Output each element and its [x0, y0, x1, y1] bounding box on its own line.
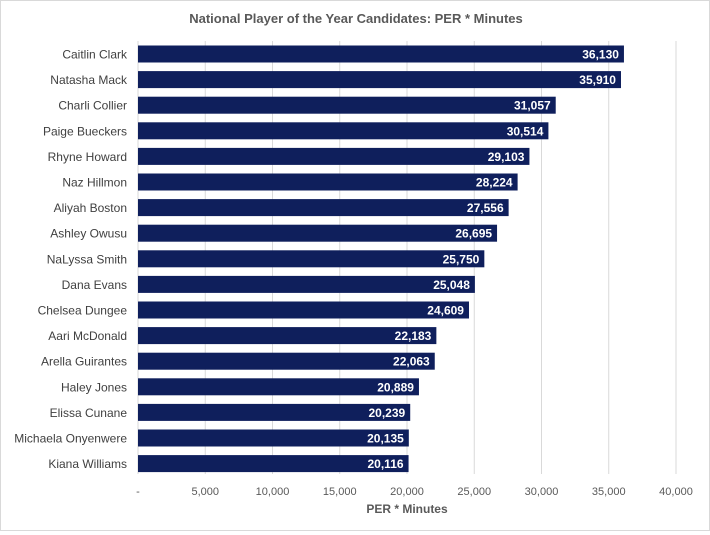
- x-tick-label: 25,000: [457, 486, 491, 498]
- bar-value-label: 29,103: [488, 150, 525, 164]
- bar-value-label: 22,063: [393, 355, 430, 369]
- x-tick-label: 10,000: [256, 486, 290, 498]
- bar-value-label: 35,910: [579, 73, 616, 87]
- category-label: Dana Evans: [62, 278, 127, 292]
- category-label: Haley Jones: [61, 380, 127, 394]
- bar-value-label: 22,183: [395, 329, 432, 343]
- x-tick-label: 30,000: [525, 486, 559, 498]
- bar: [138, 429, 409, 447]
- category-label: Naz Hillmon: [62, 176, 127, 190]
- category-label: Kiana Williams: [48, 457, 127, 471]
- bar-value-label: 25,750: [443, 252, 480, 266]
- bar: [138, 403, 411, 421]
- category-label: Arella Guirantes: [41, 355, 127, 369]
- x-tick-label: -: [136, 486, 140, 498]
- bar-value-label: 20,239: [369, 406, 406, 420]
- chart-title: National Player of the Year Candidates: …: [189, 11, 523, 26]
- bar: [138, 122, 549, 140]
- bar: [138, 45, 624, 63]
- bar: [138, 147, 530, 165]
- bar: [138, 275, 475, 293]
- x-tick-label: 5,000: [191, 486, 219, 498]
- bar-value-label: 24,609: [427, 304, 464, 318]
- bar-value-label: 36,130: [582, 48, 619, 62]
- category-labels: Caitlin Clark Natasha Mack Charli Collier P…: [14, 48, 128, 472]
- bar-value-label: 28,224: [476, 176, 513, 190]
- category-label: Natasha Mack: [50, 73, 128, 87]
- category-label: Caitlin Clark: [62, 48, 128, 62]
- bar-value-label: 20,135: [367, 432, 404, 446]
- bar-value-label: 31,057: [514, 99, 551, 113]
- category-label: Paige Bueckers: [43, 124, 127, 138]
- bar: [138, 352, 435, 370]
- category-label: Charli Collier: [58, 99, 127, 113]
- category-label: Michaela Onyenwere: [14, 432, 127, 446]
- x-tick-label: 35,000: [592, 486, 626, 498]
- bar: [138, 71, 621, 89]
- bar-value-label: 26,695: [455, 227, 492, 241]
- x-tick-label: 40,000: [659, 486, 693, 498]
- x-tick-label: 20,000: [390, 486, 424, 498]
- x-tick-label: 15,000: [323, 486, 357, 498]
- bar-value-label: 20,889: [377, 380, 414, 394]
- category-label: Rhyne Howard: [48, 150, 127, 164]
- category-label: Aliyah Boston: [54, 201, 127, 215]
- bar: [138, 378, 419, 396]
- bar: [138, 250, 485, 268]
- bar: [138, 327, 437, 345]
- bar-value-label: 30,514: [507, 124, 544, 138]
- category-label: Chelsea Dungee: [38, 304, 128, 318]
- category-label: Ashley Owusu: [50, 227, 127, 241]
- x-axis-label: PER * Minutes: [366, 502, 448, 516]
- bar: [138, 96, 556, 114]
- category-label: NaLyssa Smith: [47, 252, 127, 266]
- bar-value-label: 20,116: [368, 457, 404, 471]
- bar: [138, 301, 469, 319]
- category-label: Aari McDonald: [48, 329, 127, 343]
- bar: [138, 199, 509, 217]
- bar: [138, 455, 409, 473]
- bar: [138, 224, 498, 242]
- x-tick-labels: - 5,000 10,000 15,000 20,000 25,000 30,000 35,0…: [136, 486, 693, 498]
- bars: 36,130 35,910 31,057 30,514 29,103 28,224 27,5…: [138, 45, 624, 473]
- category-label: Elissa Cunane: [50, 406, 128, 420]
- bar-value-label: 27,556: [467, 201, 504, 215]
- bar: [138, 173, 518, 191]
- bar-value-label: 25,048: [433, 278, 470, 292]
